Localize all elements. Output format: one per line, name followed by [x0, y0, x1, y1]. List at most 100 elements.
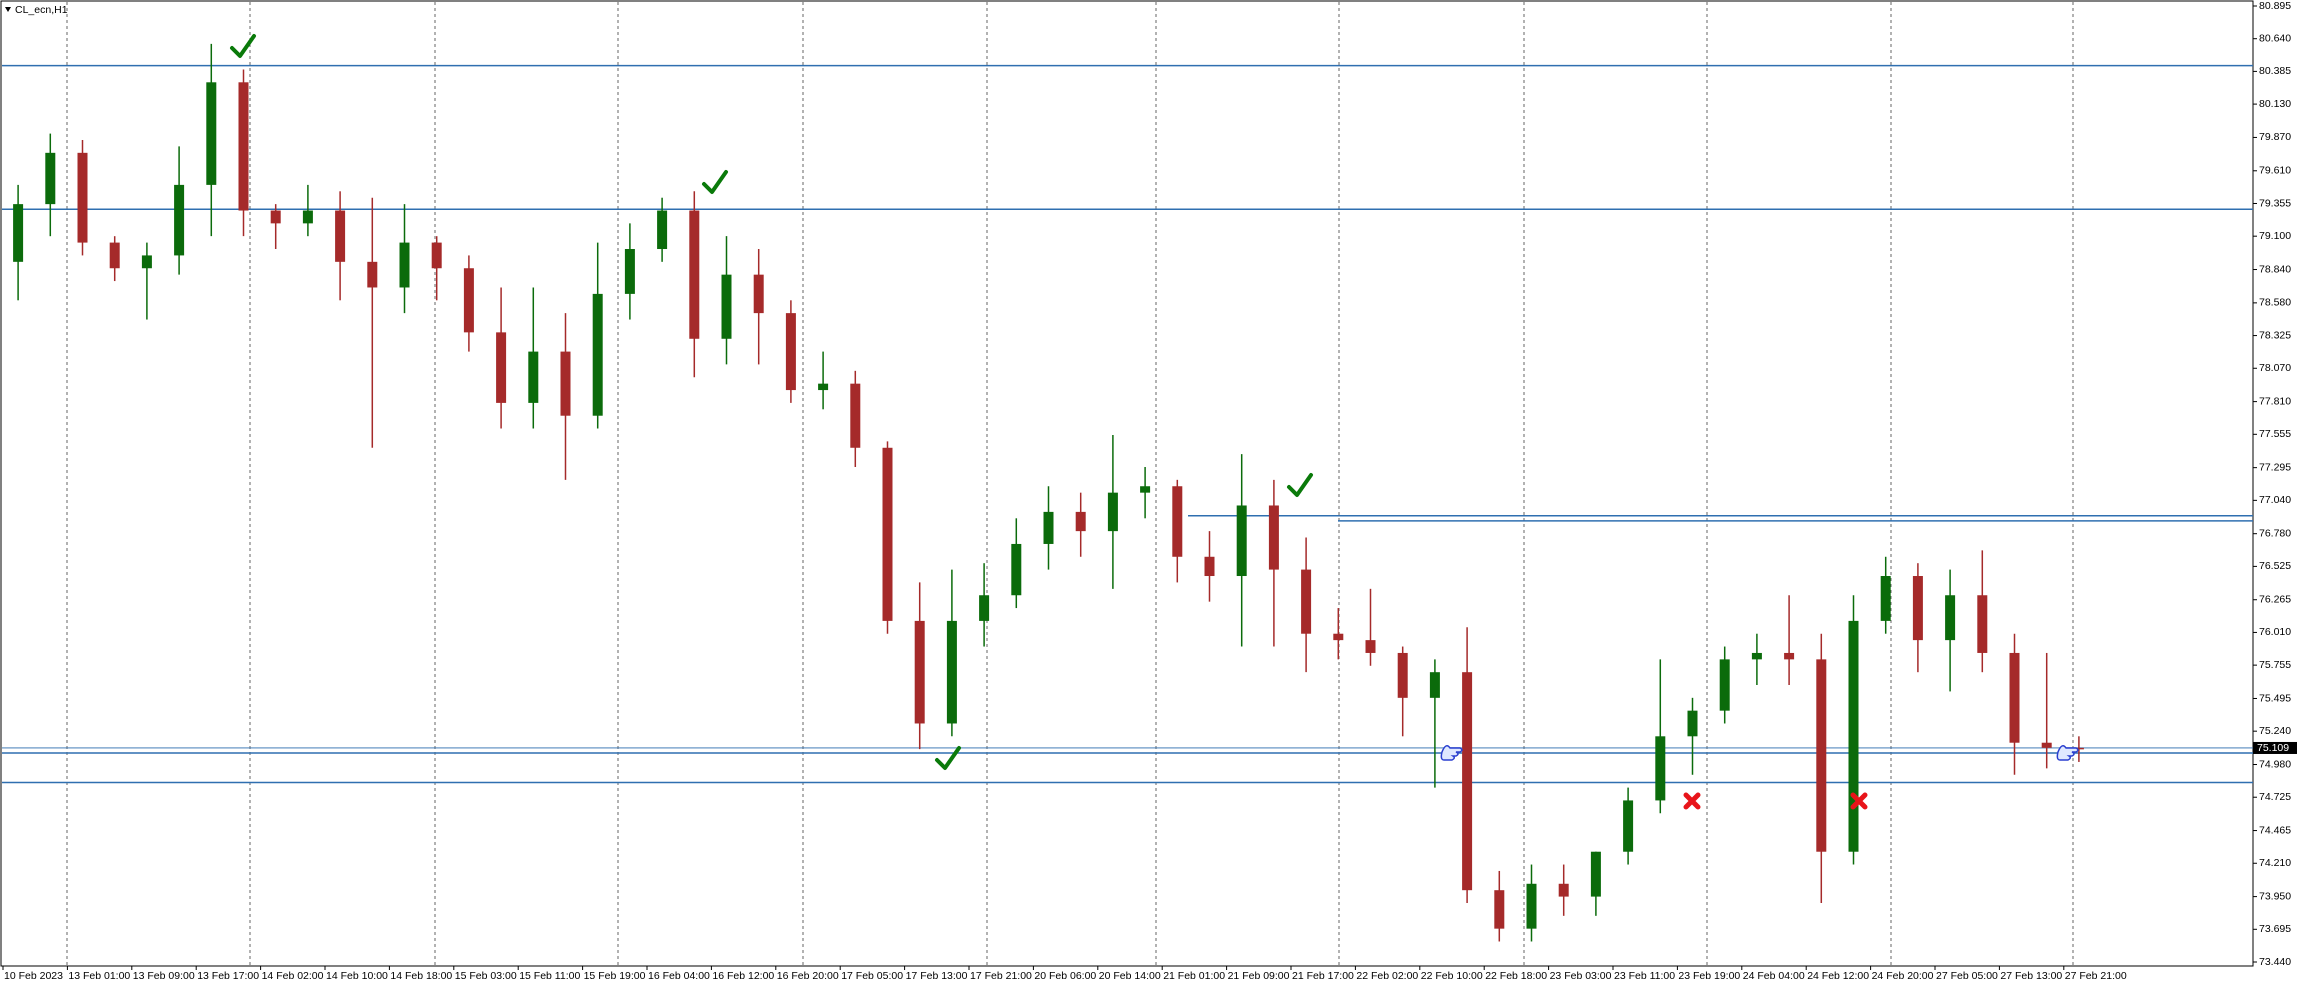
- x-tick-label: 15 Feb 11:00: [519, 970, 580, 982]
- y-tick-label: 74.465: [2259, 824, 2291, 836]
- x-tick-label: 10 Feb 2023: [4, 970, 63, 982]
- candle-body: [1140, 486, 1151, 493]
- y-tick-label: 80.385: [2259, 65, 2291, 77]
- candle-body: [2009, 652, 2020, 743]
- candle-body: [335, 210, 346, 262]
- candle-body: [882, 447, 893, 621]
- candle-body: [1204, 556, 1215, 577]
- annotations: [230, 34, 2079, 810]
- candle-body: [657, 210, 668, 250]
- y-tick-label: 75.240: [2259, 725, 2291, 737]
- candle-body: [77, 152, 88, 243]
- candle-body: [1107, 492, 1118, 532]
- candle-body: [914, 620, 925, 724]
- current-price-label: 75.109: [2257, 742, 2289, 754]
- x-tick-label: 20 Feb 06:00: [1034, 970, 1096, 982]
- x-tick-label: 14 Feb 02:00: [262, 970, 324, 982]
- candle-body: [270, 210, 281, 224]
- candle-body: [1719, 659, 1730, 711]
- x-tick-label: 13 Feb 17:00: [197, 970, 259, 982]
- candle-body: [1784, 652, 1795, 660]
- x-tick-label: 17 Feb 21:00: [970, 970, 1032, 982]
- y-tick-label: 73.440: [2259, 956, 2291, 968]
- candle-body: [1590, 851, 1601, 897]
- candle-body: [1365, 640, 1376, 653]
- candle-body: [1397, 652, 1408, 698]
- candle-body: [946, 620, 957, 724]
- title-arrow: [5, 7, 11, 12]
- candle-body: [560, 351, 571, 416]
- candle-body: [1172, 486, 1183, 557]
- candle-body: [1494, 890, 1505, 929]
- x-tick-label: 14 Feb 18:00: [390, 970, 452, 982]
- y-tick-label: 75.495: [2259, 692, 2291, 704]
- candle-body: [1075, 511, 1086, 532]
- candle-body: [1268, 505, 1279, 570]
- y-tick-label: 73.695: [2259, 923, 2291, 935]
- y-tick-label: 78.840: [2259, 263, 2291, 275]
- y-tick-label: 74.725: [2259, 791, 2291, 803]
- candle-body: [1043, 511, 1054, 544]
- x-tick-label: 13 Feb 01:00: [68, 970, 130, 982]
- x-tick-label: 16 Feb 04:00: [648, 970, 710, 982]
- check-mark: [935, 746, 961, 770]
- x-tick-label: 17 Feb 13:00: [906, 970, 968, 982]
- y-tick-label: 78.325: [2259, 329, 2291, 341]
- candle-body: [721, 274, 732, 339]
- x-tick-label: 27 Feb 13:00: [2000, 970, 2062, 982]
- y-tick-label: 78.580: [2259, 297, 2291, 309]
- chart-title: CL_ecn,H1: [15, 4, 68, 16]
- x-tick-label: 21 Feb 01:00: [1163, 970, 1225, 982]
- candle-body: [1301, 569, 1312, 634]
- candle-body: [1526, 883, 1537, 929]
- candle-body: [174, 184, 185, 256]
- x-tick-label: 24 Feb 20:00: [1872, 970, 1934, 982]
- candle-body: [1687, 710, 1698, 737]
- current-price-tag: [2253, 741, 2297, 754]
- candle-body: [1880, 576, 1891, 621]
- x-tick-label: 15 Feb 19:00: [584, 970, 646, 982]
- x-tick-label: 14 Feb 10:00: [326, 970, 388, 982]
- candle-body: [1655, 736, 1666, 801]
- candle-body: [753, 274, 764, 314]
- candle-body: [1848, 620, 1859, 852]
- x-tick-label: 23 Feb 11:00: [1614, 970, 1675, 982]
- candle-body: [13, 204, 24, 262]
- y-tick-label: 80.895: [2259, 0, 2291, 12]
- y-tick-label: 77.810: [2259, 395, 2291, 407]
- y-tick-label: 76.780: [2259, 527, 2291, 539]
- y-tick-label: 80.640: [2259, 32, 2291, 44]
- candle-body: [1558, 883, 1569, 897]
- candle-body: [45, 152, 56, 205]
- x-tick-label: 13 Feb 09:00: [133, 970, 195, 982]
- candle-body: [1011, 543, 1022, 596]
- candle-body: [206, 82, 217, 185]
- check-mark: [1287, 473, 1313, 497]
- y-tick-label: 79.100: [2259, 230, 2291, 242]
- candle-body: [1462, 672, 1473, 891]
- candle-body: [431, 242, 442, 269]
- candle-body: [1977, 595, 1988, 653]
- hand-icon: [1440, 745, 1463, 761]
- candle-body: [1429, 672, 1440, 698]
- x-tick-label: 22 Feb 10:00: [1421, 970, 1483, 982]
- candle-body: [1816, 659, 1827, 852]
- candle-body: [850, 383, 861, 448]
- x-tick-label: 15 Feb 03:00: [455, 970, 517, 982]
- plot-frame: [0, 0, 2254, 967]
- candle-body: [979, 595, 990, 621]
- check-mark: [230, 34, 256, 58]
- y-tick-label: 80.130: [2259, 98, 2291, 110]
- y-tick-label: 75.755: [2259, 659, 2291, 671]
- y-tick-label: 79.870: [2259, 131, 2291, 143]
- candle-body: [109, 242, 120, 269]
- candle-body: [1945, 595, 1956, 641]
- y-tick-label: 78.070: [2259, 362, 2291, 374]
- y-tick-label: 74.210: [2259, 857, 2291, 869]
- candle-body: [367, 261, 378, 288]
- candle-body: [1333, 633, 1344, 641]
- candle-body: [1912, 576, 1923, 641]
- candle-body: [689, 210, 700, 339]
